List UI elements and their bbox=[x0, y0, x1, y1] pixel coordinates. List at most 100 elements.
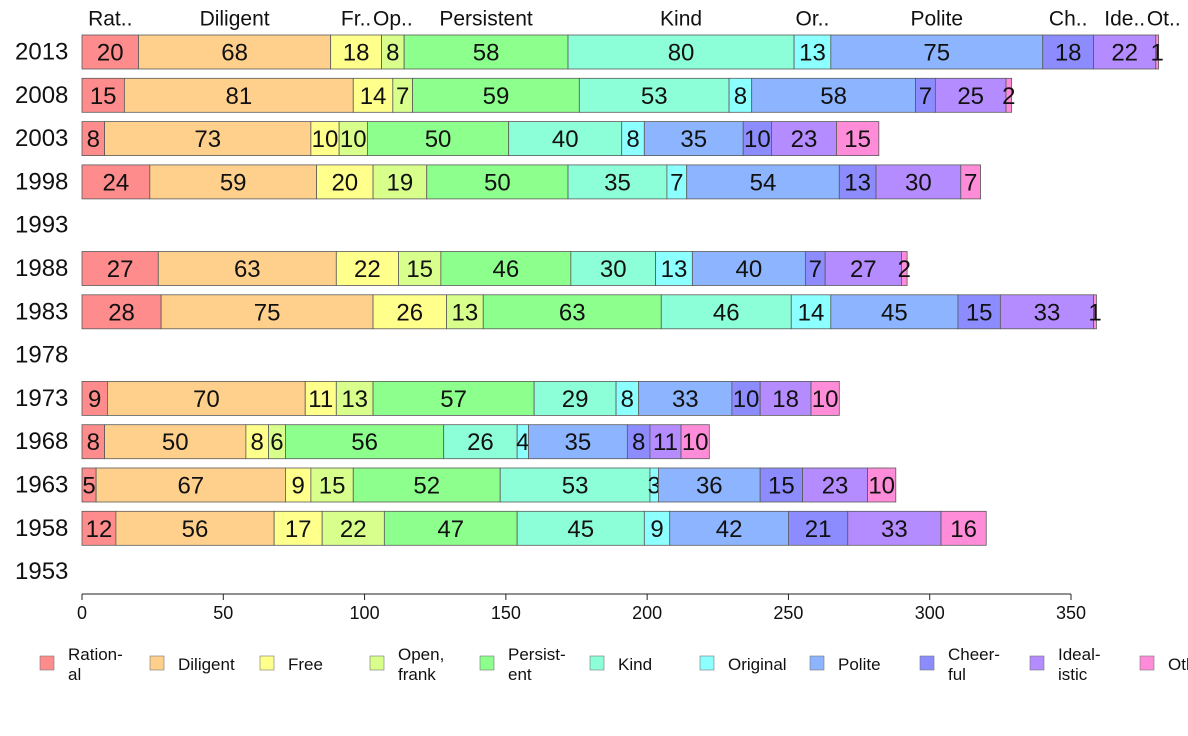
top-category-labels: Rat.. Diligent Fr.. Op.. Persistent Kind Or.. P… bbox=[88, 8, 1181, 31]
bar-segment bbox=[570, 251, 657, 286]
y-tick-label: 1963 bbox=[15, 472, 68, 499]
y-tick-label: 1958 bbox=[15, 515, 68, 542]
bar-segment bbox=[1155, 34, 1159, 70]
bar-segment bbox=[940, 510, 987, 546]
data-label: 10 bbox=[744, 126, 771, 153]
data-label: 10 bbox=[868, 473, 895, 500]
bar-segment bbox=[440, 251, 572, 286]
data-label: 45 bbox=[881, 299, 908, 326]
data-label: 46 bbox=[493, 256, 520, 283]
data-label: 10 bbox=[812, 386, 839, 413]
data-label: 10 bbox=[733, 386, 760, 413]
legend-label: Ration-al bbox=[68, 645, 123, 684]
data-label: 46 bbox=[713, 299, 740, 326]
bar-segment bbox=[771, 121, 837, 156]
x-tick-label: 150 bbox=[491, 603, 521, 623]
legend-label: Polite bbox=[838, 655, 881, 674]
data-label: 57 bbox=[440, 386, 467, 413]
bar-segment bbox=[649, 424, 682, 460]
data-label: 3 bbox=[648, 473, 661, 500]
legend-label: Other bbox=[1168, 655, 1188, 674]
data-label: 30 bbox=[600, 256, 627, 283]
bar-segment bbox=[793, 34, 832, 70]
data-label: 8 bbox=[734, 83, 747, 110]
top-category-label: Ch.. bbox=[1049, 8, 1088, 31]
data-label: 29 bbox=[562, 386, 589, 413]
bar-segment bbox=[1093, 34, 1157, 70]
data-label: 13 bbox=[452, 299, 479, 326]
bar-segment bbox=[81, 34, 139, 70]
legend-swatch bbox=[39, 655, 55, 671]
data-label: 80 bbox=[668, 40, 695, 67]
data-label: 47 bbox=[437, 516, 464, 543]
bar-segment bbox=[847, 510, 942, 546]
data-label: 22 bbox=[1111, 40, 1138, 67]
bar-segment bbox=[1042, 34, 1095, 70]
y-tick-label: 1968 bbox=[15, 428, 68, 455]
bar-segment bbox=[383, 510, 518, 546]
data-label: 15 bbox=[319, 473, 346, 500]
legend-swatch bbox=[809, 655, 825, 671]
data-label: 50 bbox=[425, 126, 452, 153]
bar-segment bbox=[731, 380, 761, 416]
legend-label: Original bbox=[728, 655, 787, 674]
data-label: 30 bbox=[905, 169, 932, 196]
legend-label: Cheer-ful bbox=[948, 645, 1000, 684]
data-label: 67 bbox=[177, 473, 204, 500]
bar-segment bbox=[960, 164, 981, 200]
x-tick-label: 300 bbox=[915, 603, 945, 623]
bar-segment bbox=[1005, 77, 1013, 113]
bar-segment bbox=[81, 164, 151, 200]
x-tick-label: 350 bbox=[1056, 603, 1086, 623]
data-label: 42 bbox=[716, 516, 743, 543]
data-label: 13 bbox=[341, 386, 368, 413]
legend-label: Free bbox=[288, 655, 323, 674]
data-label: 4 bbox=[516, 429, 529, 456]
data-label: 8 bbox=[251, 429, 264, 456]
data-label: 7 bbox=[964, 169, 977, 196]
data-label: 81 bbox=[225, 83, 252, 110]
bar-segment bbox=[335, 251, 399, 286]
data-label: 9 bbox=[88, 386, 101, 413]
bar-segment bbox=[533, 380, 617, 416]
data-label: 45 bbox=[567, 516, 594, 543]
data-label: 1 bbox=[1151, 40, 1164, 67]
data-label: 9 bbox=[291, 473, 304, 500]
data-label: 28 bbox=[108, 299, 135, 326]
data-label: 56 bbox=[351, 429, 378, 456]
top-category-label: Ot.. bbox=[1147, 8, 1181, 31]
data-label: 8 bbox=[632, 429, 645, 456]
bar-segment bbox=[658, 467, 761, 503]
bar-segment bbox=[901, 251, 908, 286]
x-tick-label: 100 bbox=[350, 603, 380, 623]
bar-segment bbox=[304, 380, 337, 416]
data-label: 58 bbox=[473, 40, 500, 67]
legend-swatch bbox=[259, 655, 275, 671]
legend-label: Diligent bbox=[178, 655, 235, 674]
bar-segment bbox=[528, 424, 628, 460]
bar-segment bbox=[830, 34, 1044, 70]
data-label: 7 bbox=[396, 83, 409, 110]
bar-segment bbox=[81, 294, 162, 330]
data-label: 75 bbox=[254, 299, 281, 326]
bar-segment bbox=[426, 164, 569, 200]
data-label: 40 bbox=[552, 126, 579, 153]
data-label: 63 bbox=[559, 299, 586, 326]
data-label: 15 bbox=[90, 83, 117, 110]
bar-segment bbox=[643, 121, 744, 156]
x-tick-label: 200 bbox=[632, 603, 662, 623]
bar-segment bbox=[1093, 294, 1097, 330]
data-label: 73 bbox=[194, 126, 221, 153]
top-category-label: Or.. bbox=[796, 8, 830, 31]
legend: Ration-al Diligent Free Open, frank Persist-e… bbox=[39, 645, 1188, 684]
bar-segment bbox=[482, 294, 662, 330]
data-label: 68 bbox=[221, 40, 248, 67]
bar-segment bbox=[810, 380, 840, 416]
bar-segment bbox=[660, 294, 792, 330]
y-tick-label: 1993 bbox=[15, 212, 68, 239]
bar-segment bbox=[691, 251, 806, 286]
bar-segment bbox=[643, 510, 671, 546]
top-category-label: Polite bbox=[911, 8, 964, 31]
data-label: 13 bbox=[799, 40, 826, 67]
bar-segment bbox=[680, 424, 710, 460]
